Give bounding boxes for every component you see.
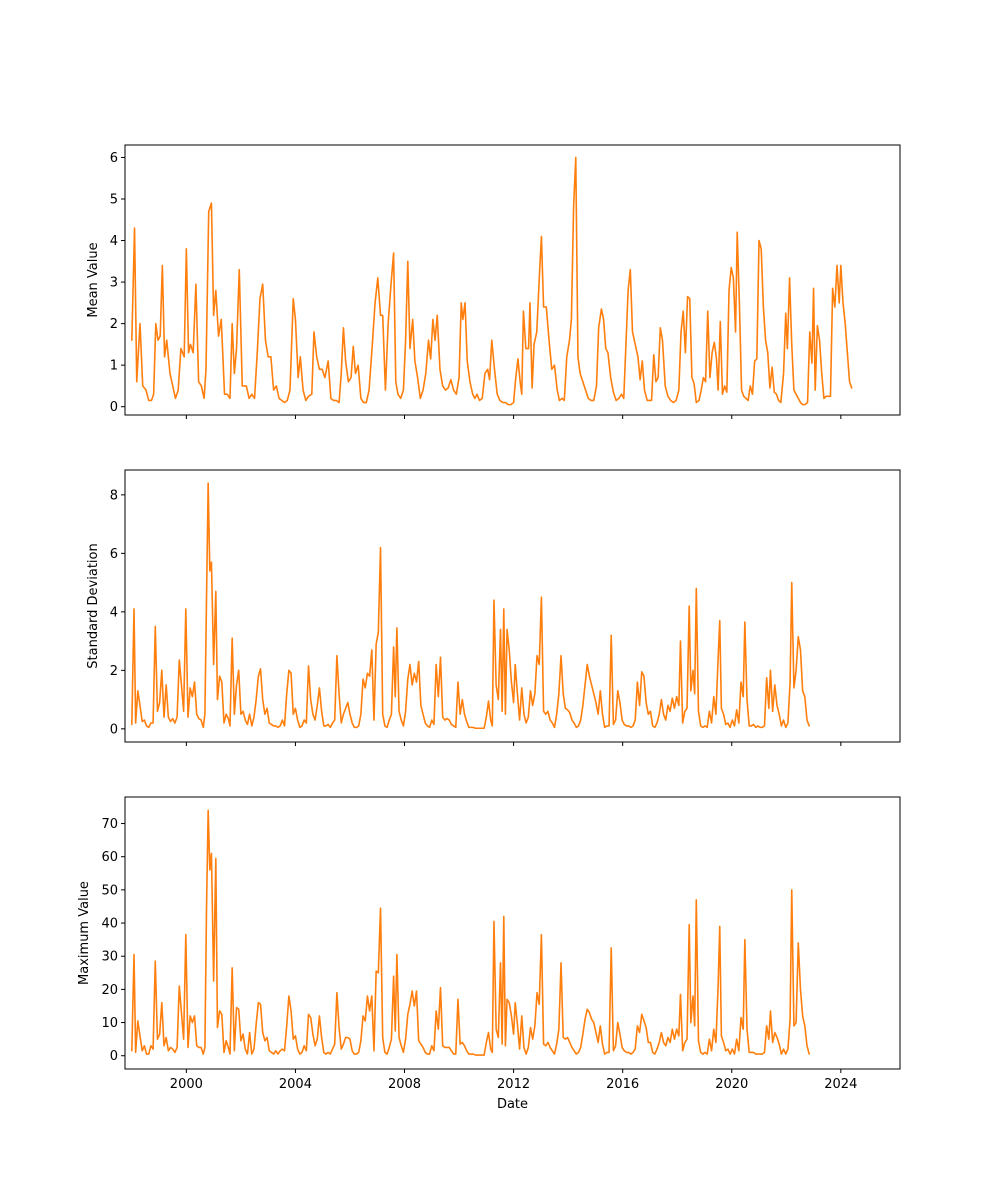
x-tick-label: 2016 (606, 1077, 639, 1092)
y-tick-label: 4 (110, 234, 118, 249)
x-tick-label: 2000 (170, 1077, 203, 1092)
y-tick-label: 3 (110, 276, 118, 291)
series-line (131, 482, 810, 730)
y-tick-label: 6 (110, 547, 118, 562)
y-tick-label: 1 (110, 359, 118, 374)
axes-frame (124, 144, 901, 416)
x-axis-label: Date (497, 1097, 528, 1112)
y-tick-label: 8 (110, 488, 118, 503)
y-axis-label: Mean Value (86, 242, 101, 317)
mean-value-panel: 0 1 2 3 4 5 6 Mean Value (86, 144, 901, 419)
y-tick-label: 0 (110, 722, 118, 737)
x-tick-label: 2008 (388, 1077, 421, 1092)
y-tick-label: 2 (110, 317, 118, 332)
x-tick-label: 2012 (497, 1077, 530, 1092)
axes-frame (124, 796, 901, 1070)
y-axis-label: Standard Deviation (86, 543, 101, 668)
y-tick-label: 5 (110, 193, 118, 208)
y-tick-label: 2 (110, 664, 118, 679)
maximum-value-panel: 0 10 20 30 40 50 60 70 2000 2004 2008 2012 2016 2020 2… (77, 796, 901, 1112)
y-tick-label: 4 (110, 605, 118, 620)
y-tick-label: 6 (110, 151, 118, 166)
x-tick-label: 2024 (824, 1077, 857, 1092)
y-tick-label: 0 (110, 1049, 118, 1064)
y-tick-label: 20 (101, 983, 118, 998)
y-tick-label: 50 (101, 883, 118, 898)
series-line (131, 156, 853, 406)
y-tick-label: 30 (101, 950, 118, 965)
y-axis-label: Maximum Value (77, 881, 92, 985)
y-tick-label: 0 (110, 400, 118, 415)
y-tick-label: 40 (101, 917, 118, 932)
x-tick-label: 2020 (715, 1077, 748, 1092)
y-tick-label: 10 (101, 1016, 118, 1031)
y-tick-label: 60 (101, 850, 118, 865)
standard-deviation-panel: 0 2 4 6 8 Standard Deviation (86, 469, 901, 746)
series-line (131, 809, 810, 1056)
axes-frame (124, 469, 901, 743)
x-tick-label: 2004 (279, 1077, 312, 1092)
y-tick-label: 70 (101, 817, 118, 832)
